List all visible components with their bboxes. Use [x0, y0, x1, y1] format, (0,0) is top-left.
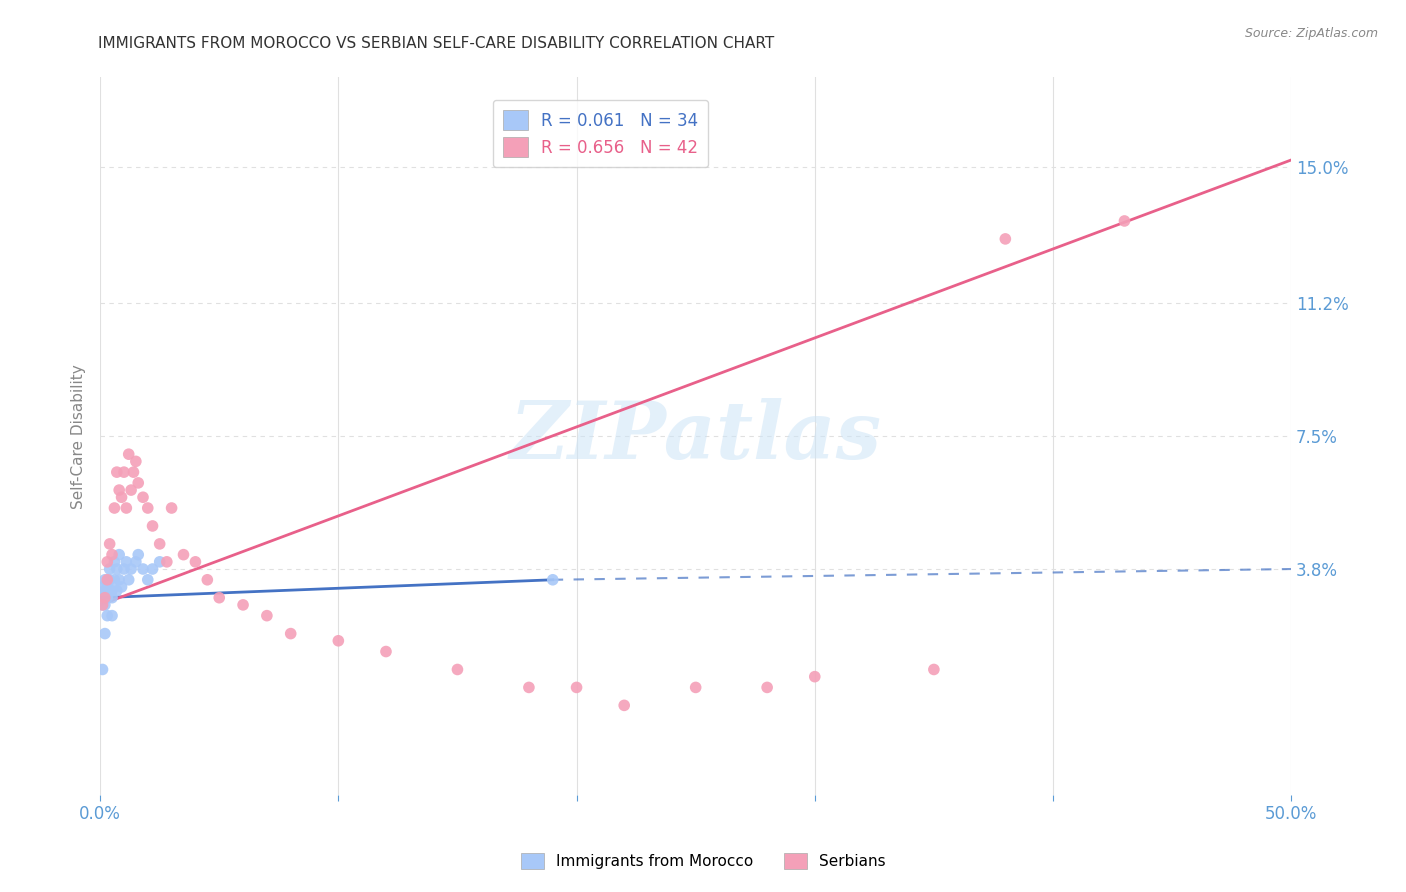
Point: [149, 537, 172, 551]
Point: [108, 573, 131, 587]
Point: [125, 555, 148, 569]
Point: [613, 698, 636, 713]
Point: [105, 562, 128, 576]
Point: [94, 598, 117, 612]
Point: [96, 580, 118, 594]
Point: [96, 555, 118, 569]
Point: [108, 483, 131, 497]
Point: [98, 537, 121, 551]
Point: [149, 555, 172, 569]
Point: [1114, 214, 1136, 228]
Point: [110, 490, 132, 504]
Point: [115, 501, 138, 516]
Point: [256, 608, 278, 623]
Text: Source: ZipAtlas.com: Source: ZipAtlas.com: [1244, 27, 1378, 40]
Point: [94, 573, 117, 587]
Point: [375, 644, 398, 658]
Point: [96, 608, 118, 623]
Point: [94, 626, 117, 640]
Point: [922, 663, 945, 677]
Point: [280, 626, 302, 640]
Point: [110, 580, 132, 594]
Point: [118, 573, 141, 587]
Point: [328, 633, 350, 648]
Y-axis label: Self-Care Disability: Self-Care Disability: [72, 364, 86, 508]
Point: [156, 555, 179, 569]
Point: [101, 608, 124, 623]
Point: [232, 598, 254, 612]
Point: [101, 548, 124, 562]
Point: [756, 681, 779, 695]
Point: [541, 573, 564, 587]
Point: [91, 598, 114, 612]
Point: [118, 447, 141, 461]
Point: [132, 490, 155, 504]
Point: [803, 670, 825, 684]
Point: [94, 591, 117, 605]
Point: [136, 501, 159, 516]
Point: [446, 663, 468, 677]
Point: [195, 573, 218, 587]
Legend: Immigrants from Morocco, Serbians: Immigrants from Morocco, Serbians: [515, 847, 891, 875]
Point: [685, 681, 707, 695]
Point: [103, 555, 125, 569]
Point: [91, 598, 114, 612]
Point: [96, 573, 118, 587]
Legend: R = 0.061   N = 34, R = 0.656   N = 42: R = 0.061 N = 34, R = 0.656 N = 42: [492, 100, 709, 168]
Point: [105, 465, 128, 479]
Point: [108, 548, 131, 562]
Point: [103, 501, 125, 516]
Point: [120, 483, 142, 497]
Point: [173, 548, 195, 562]
Point: [994, 232, 1017, 246]
Point: [120, 562, 142, 576]
Point: [208, 591, 231, 605]
Point: [125, 454, 148, 468]
Point: [184, 555, 207, 569]
Point: [98, 573, 121, 587]
Point: [112, 562, 135, 576]
Point: [127, 548, 149, 562]
Point: [127, 475, 149, 490]
Point: [91, 663, 114, 677]
Point: [517, 681, 540, 695]
Point: [103, 573, 125, 587]
Point: [115, 555, 138, 569]
Point: [91, 580, 114, 594]
Point: [141, 562, 163, 576]
Point: [101, 591, 124, 605]
Point: [565, 681, 588, 695]
Point: [141, 519, 163, 533]
Point: [112, 465, 135, 479]
Point: [122, 465, 145, 479]
Point: [160, 501, 183, 516]
Text: IMMIGRANTS FROM MOROCCO VS SERBIAN SELF-CARE DISABILITY CORRELATION CHART: IMMIGRANTS FROM MOROCCO VS SERBIAN SELF-…: [98, 36, 775, 51]
Point: [132, 562, 155, 576]
Text: ZIPatlas: ZIPatlas: [509, 398, 882, 475]
Point: [98, 562, 121, 576]
Point: [105, 583, 128, 598]
Point: [96, 591, 118, 605]
Point: [136, 573, 159, 587]
Point: [91, 591, 114, 605]
Point: [94, 583, 117, 598]
Point: [101, 583, 124, 598]
